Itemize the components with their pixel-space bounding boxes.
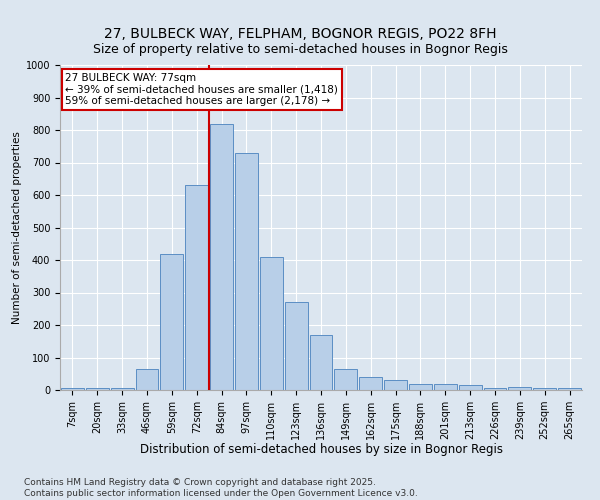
Bar (260, 257, 283, 390)
Text: 27 BULBECK WAY: 77sqm
← 39% of semi-detached houses are smaller (1,418)
59% of s: 27 BULBECK WAY: 77sqm ← 39% of semi-deta… (65, 73, 338, 106)
Bar (310, 335, 332, 390)
Bar (86, 388, 109, 390)
Bar (111, 388, 134, 390)
Bar (136, 369, 158, 390)
Y-axis label: Number of semi-detached properties: Number of semi-detached properties (11, 131, 22, 324)
Bar (285, 302, 308, 390)
Bar (384, 380, 407, 390)
X-axis label: Distribution of semi-detached houses by size in Bognor Regis: Distribution of semi-detached houses by … (139, 444, 503, 456)
Bar (558, 388, 581, 390)
Bar (508, 387, 531, 390)
Bar (185, 185, 208, 390)
Bar (533, 388, 556, 390)
Bar (359, 377, 382, 390)
Bar (210, 124, 233, 390)
Bar (484, 388, 506, 390)
Bar (61, 388, 84, 390)
Bar (434, 384, 457, 390)
Bar (160, 254, 183, 390)
Text: Size of property relative to semi-detached houses in Bognor Regis: Size of property relative to semi-detach… (92, 42, 508, 56)
Bar (459, 385, 482, 390)
Bar (235, 153, 258, 390)
Bar (409, 384, 432, 390)
Text: 27, BULBECK WAY, FELPHAM, BOGNOR REGIS, PO22 8FH: 27, BULBECK WAY, FELPHAM, BOGNOR REGIS, … (104, 28, 496, 42)
Text: Contains HM Land Registry data © Crown copyright and database right 2025.
Contai: Contains HM Land Registry data © Crown c… (24, 478, 418, 498)
Bar (334, 369, 357, 390)
